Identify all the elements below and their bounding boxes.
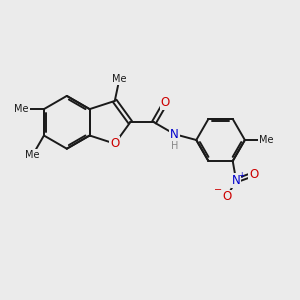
Text: N: N [232,174,241,187]
Text: +: + [238,171,245,180]
Text: Me: Me [26,150,40,160]
Text: −: − [214,185,222,195]
Text: Me: Me [259,135,274,145]
Text: O: O [110,137,119,150]
Text: O: O [222,190,231,203]
Text: Me: Me [14,104,29,114]
Text: O: O [160,96,170,110]
Text: H: H [171,141,178,151]
Text: Me: Me [112,74,127,84]
Text: O: O [249,167,259,181]
Text: N: N [170,128,179,141]
